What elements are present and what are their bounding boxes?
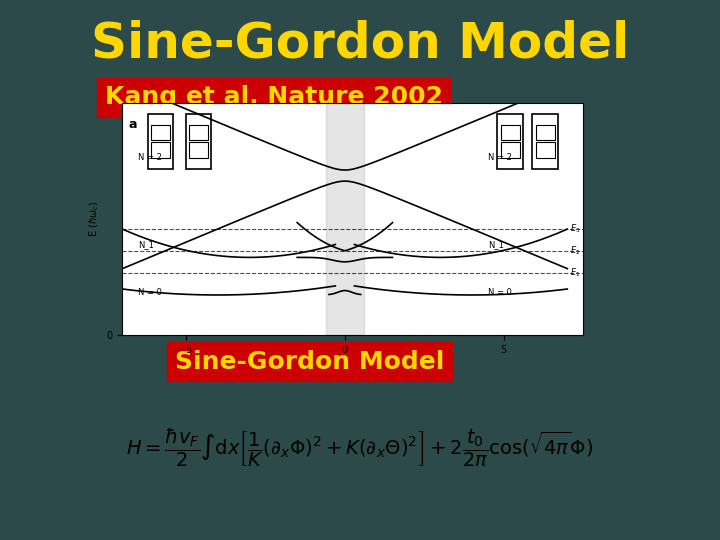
Text: N = 0: N = 0: [488, 288, 512, 298]
Bar: [325, 103, 364, 335]
Text: $E_3$: $E_3$: [570, 222, 581, 235]
Bar: [148, 113, 174, 169]
Text: N_1: N_1: [488, 240, 504, 248]
Text: N = 0: N = 0: [138, 288, 162, 298]
Text: $H = \dfrac{\hbar v_F}{2} \int \mathrm{d}x \left[ \dfrac{1}{K}(\partial_x \Phi)^: $H = \dfrac{\hbar v_F}{2} \int \mathrm{d…: [127, 427, 593, 469]
Text: $E_1$: $E_1$: [570, 267, 581, 279]
Bar: [186, 113, 212, 169]
Text: Sine-Gordon Model: Sine-Gordon Model: [175, 350, 444, 374]
Text: $E_2$: $E_2$: [570, 245, 581, 257]
Y-axis label: E (ℏω$_c$): E (ℏω$_c$): [87, 200, 101, 237]
Bar: [151, 143, 170, 158]
Bar: [536, 125, 554, 140]
Text: a: a: [129, 118, 138, 131]
Text: Sine-Gordon Model: Sine-Gordon Model: [91, 19, 629, 67]
Text: N = 2: N = 2: [138, 153, 162, 163]
Bar: [189, 125, 208, 140]
Bar: [151, 125, 170, 140]
Text: N = 2: N = 2: [488, 153, 512, 163]
Bar: [498, 113, 523, 169]
Bar: [536, 143, 554, 158]
Bar: [500, 125, 520, 140]
Bar: [532, 113, 558, 169]
Text: N_1: N_1: [138, 240, 154, 248]
Bar: [189, 143, 208, 158]
Bar: [500, 143, 520, 158]
Text: Kang et al. Nature 2002: Kang et al. Nature 2002: [104, 85, 443, 109]
